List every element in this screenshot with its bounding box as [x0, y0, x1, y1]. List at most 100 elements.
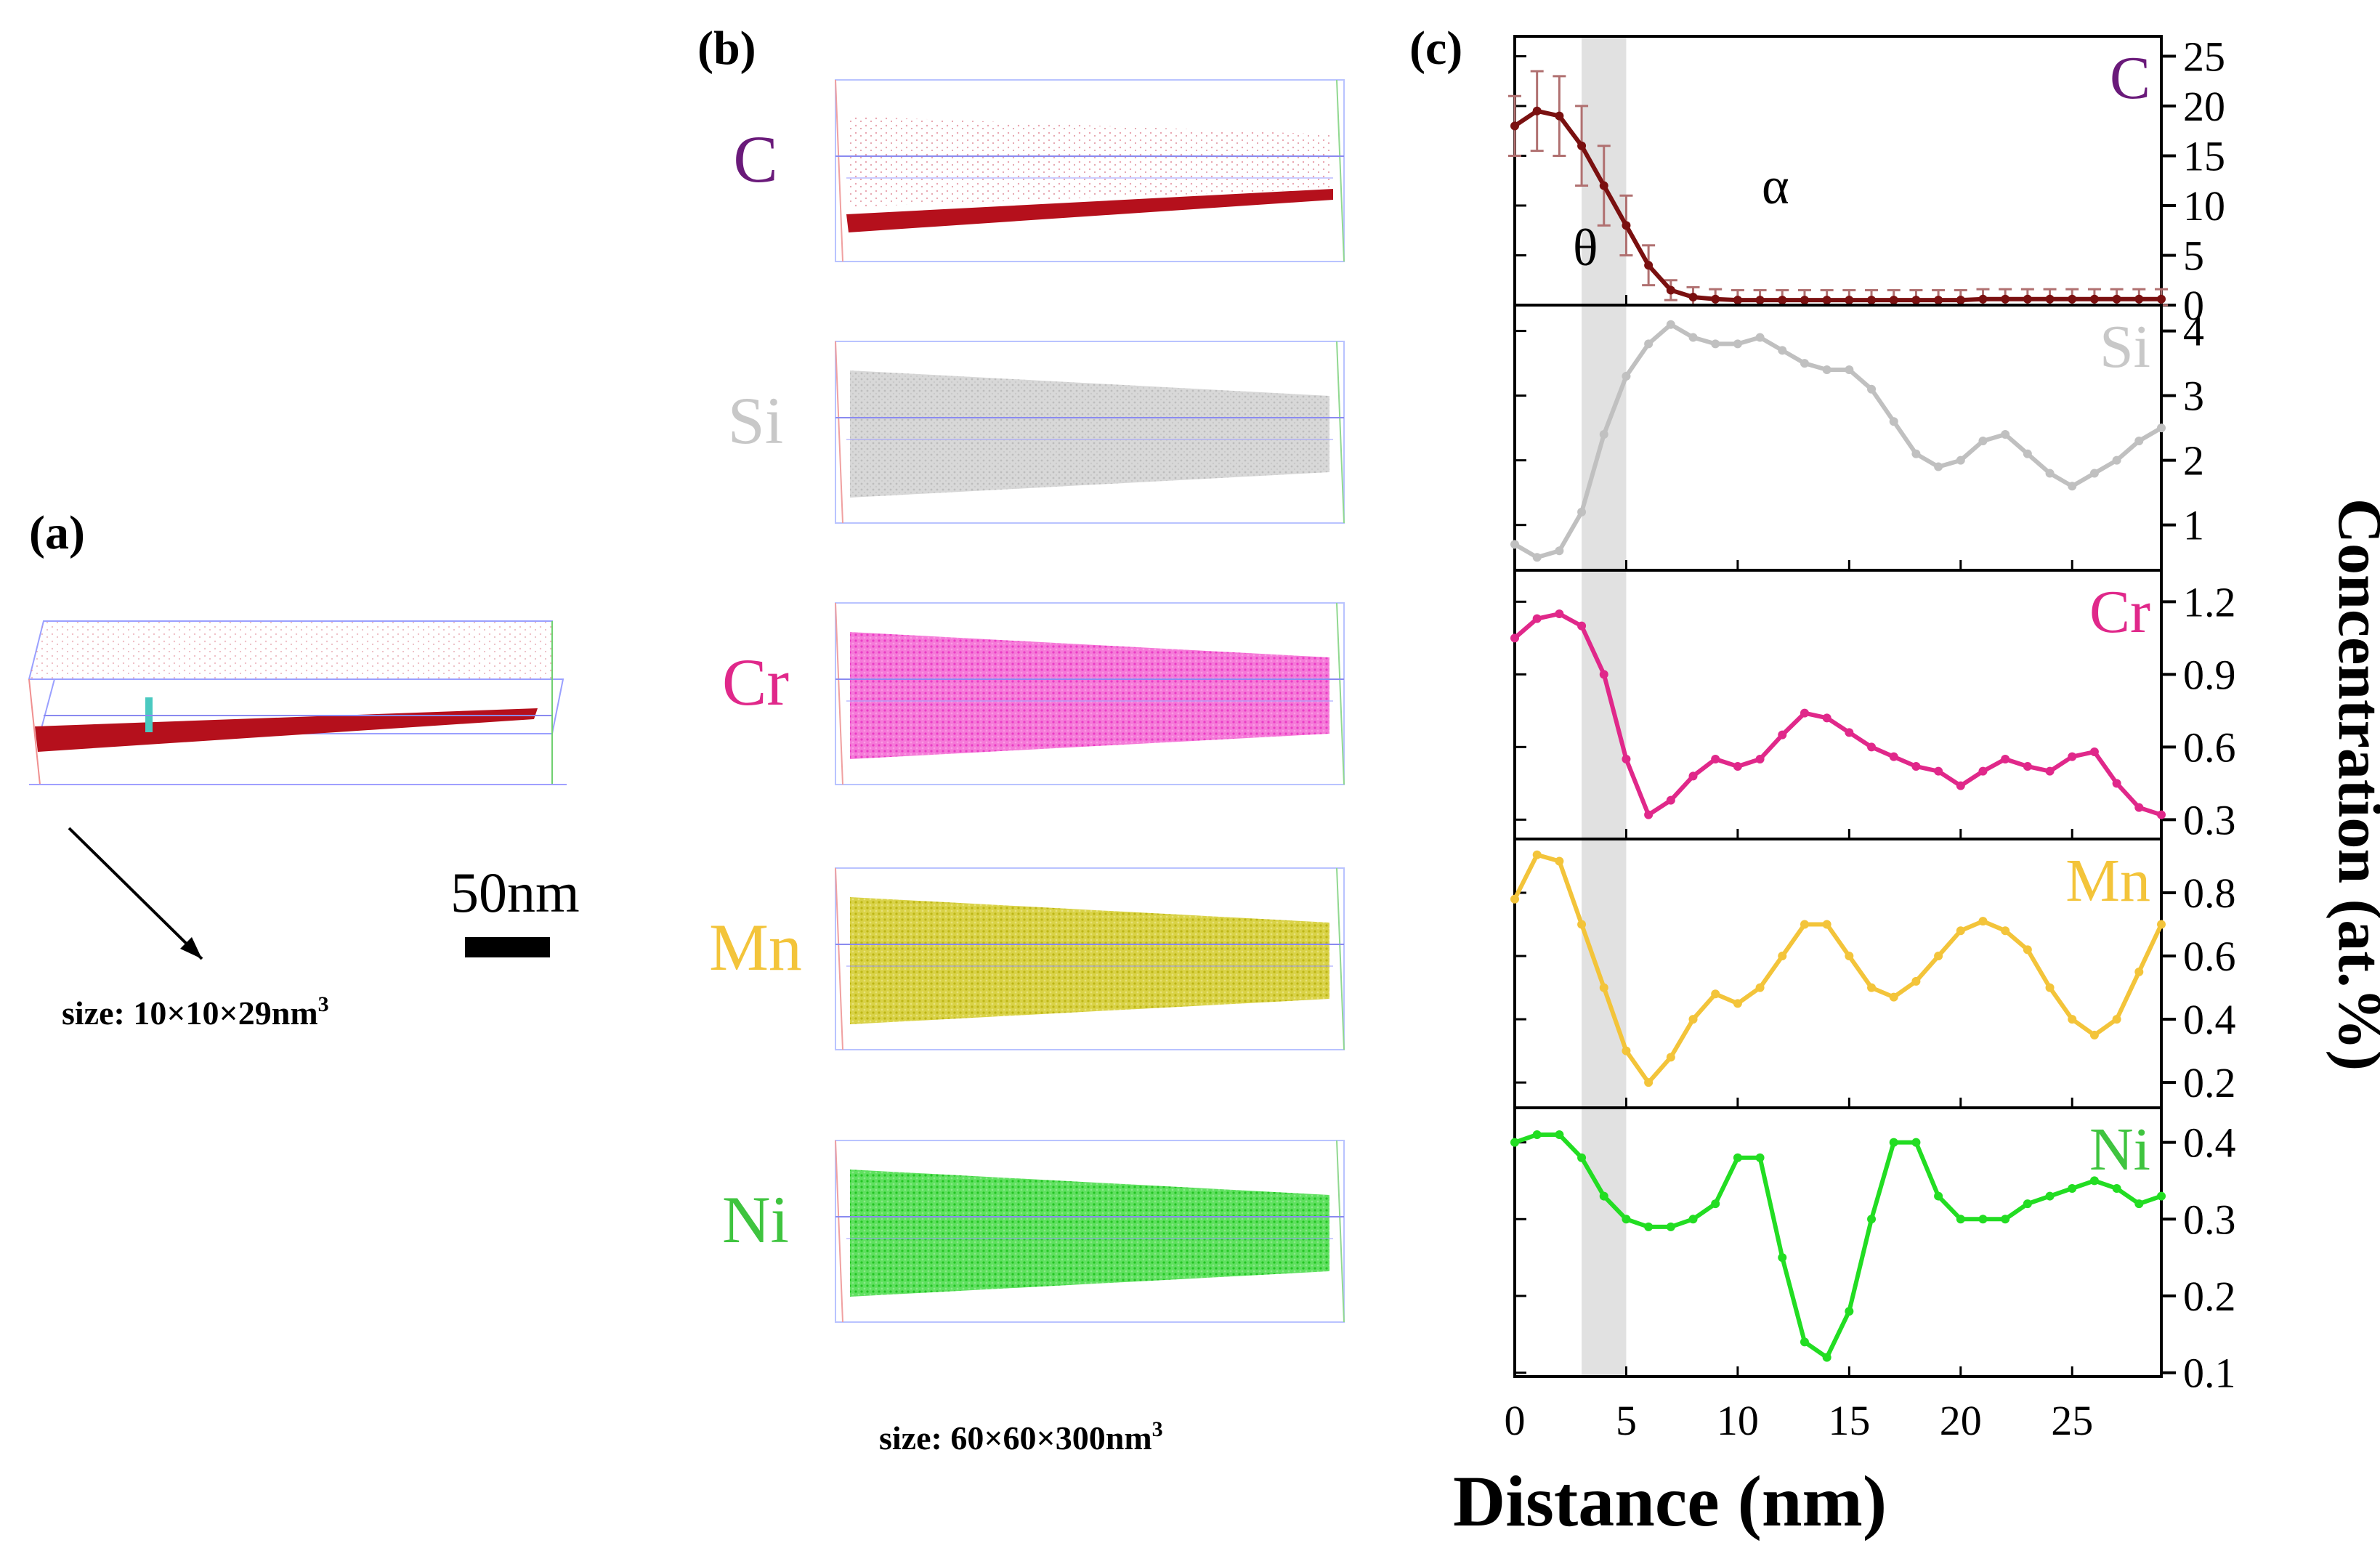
data-point [2112, 1015, 2121, 1024]
data-point [2001, 926, 2010, 936]
map-box-edge [1336, 341, 1345, 524]
data-point [1733, 296, 1742, 305]
data-point [1644, 1078, 1654, 1087]
data-point [1644, 261, 1654, 270]
series-line-cr [1513, 612, 2162, 817]
map-box-edge [835, 341, 843, 524]
data-point [1622, 221, 1631, 230]
y-tick-label: 1.2 [2183, 578, 2236, 625]
data-point [1800, 708, 1809, 718]
data-point [1911, 449, 1921, 458]
data-point [2134, 294, 2144, 304]
y-tick-label: 1 [2183, 502, 2204, 549]
data-point [1599, 670, 1608, 679]
x-axis-title: Distance (nm) [1453, 1461, 1887, 1541]
data-point [1978, 1215, 1988, 1224]
y-tick-label: 3 [2183, 373, 2204, 420]
data-point [1800, 1337, 1809, 1347]
data-point [1577, 920, 1587, 929]
data-point [1956, 781, 1965, 790]
data-point [1666, 285, 1675, 295]
data-point [1889, 296, 1898, 305]
profile-chart: 0510152025C1234Si0.30.60.91.2Cr0.20.40.6… [1505, 33, 2236, 1444]
map-box-edge [835, 79, 843, 262]
data-point [2068, 1015, 2077, 1024]
data-point [1867, 983, 1877, 992]
data-point [1532, 850, 1542, 859]
y-tick-label: 0.2 [2183, 1273, 2236, 1320]
data-point [1800, 296, 1809, 305]
map-box-edge [1336, 79, 1345, 262]
data-point [1755, 296, 1765, 305]
panel-b-label: (b) [697, 22, 756, 75]
subplot-ni: 0.1 0.2 0.3 0.4 Ni [1510, 1106, 2236, 1397]
data-point [1889, 1138, 1898, 1147]
panel-b: (b) C Si Cr Mn Ni size: 60×60×300nm3 [697, 22, 1345, 1456]
x-tick-label: 0 [1505, 1397, 1526, 1444]
data-point [2068, 482, 2077, 491]
map-box-edge [835, 867, 843, 1050]
map-label: C [733, 122, 777, 196]
data-point [1577, 621, 1587, 631]
atom-cloud [850, 116, 1329, 207]
map-si: Si [728, 341, 1345, 524]
data-point [1911, 296, 1921, 305]
scale-bar-label: 50nm [450, 861, 580, 924]
atom-cloud [850, 1170, 1329, 1297]
data-point [1778, 1253, 1787, 1263]
data-point [1934, 952, 1943, 961]
data-point [2089, 747, 2099, 756]
data-point [1889, 992, 1898, 1002]
data-point [1845, 1307, 1854, 1316]
x-tick-label: 20 [1940, 1397, 1982, 1444]
data-point [1755, 755, 1765, 763]
data-point [1911, 976, 1921, 986]
panel-b-size-caption: size: 60×60×300nm3 [879, 1417, 1163, 1456]
data-point [1711, 989, 1720, 999]
data-point [1644, 339, 1654, 349]
data-point [2045, 1191, 2055, 1201]
data-point [1956, 296, 1965, 305]
subplot-frame [1513, 1106, 2163, 1378]
data-point [1733, 339, 1742, 349]
data-point [2112, 1184, 2121, 1193]
data-point [1822, 1353, 1831, 1362]
data-point [1845, 728, 1854, 737]
data-point [1510, 121, 1519, 131]
atom-cloud [850, 632, 1329, 759]
data-point [1555, 1130, 1564, 1139]
data-point [1800, 920, 1809, 929]
map-bounding-box [835, 602, 1345, 785]
data-point [1532, 553, 1542, 562]
data-point [1688, 771, 1698, 781]
data-point [2157, 294, 2166, 304]
y-tick-label: 0.1 [2183, 1350, 2236, 1397]
panel-c-label: (c) [1409, 22, 1462, 75]
data-point [1934, 296, 1943, 305]
data-point [2157, 1191, 2166, 1201]
data-point [1577, 141, 1587, 150]
data-point [2001, 755, 2010, 763]
phase-label-alpha: α [1762, 157, 1789, 215]
data-point [1688, 293, 1698, 302]
data-point [1599, 430, 1608, 439]
y-tick-label: 2 [2183, 437, 2204, 485]
data-point [2023, 294, 2032, 304]
data-point [2089, 1176, 2099, 1186]
map-label: Mn [709, 910, 802, 984]
data-point [2134, 436, 2144, 445]
data-point [1911, 762, 1921, 771]
data-point [1822, 365, 1831, 375]
data-point [2134, 967, 2144, 976]
map-label: Si [728, 384, 784, 458]
data-point [1666, 1053, 1675, 1062]
data-point [2023, 762, 2032, 771]
data-point [2001, 1215, 2010, 1224]
atom-cloud [850, 897, 1329, 1024]
data-point [2045, 294, 2055, 304]
apt-reconstruction-small [28, 620, 567, 785]
data-point [1956, 1215, 1965, 1224]
data-point [1510, 894, 1519, 904]
data-point [1845, 296, 1854, 305]
